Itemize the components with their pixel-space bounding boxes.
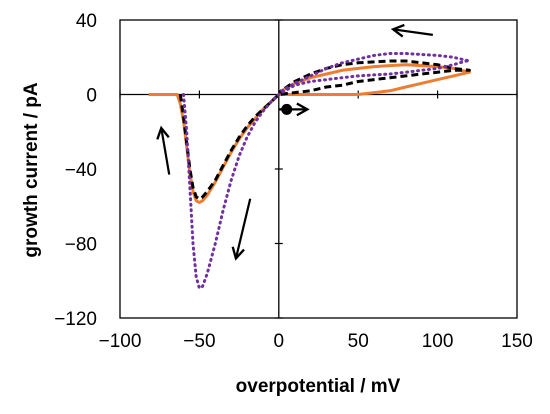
series-line-dotted (182, 52, 471, 290)
x-tick-label: 150 (501, 331, 533, 352)
series-line-dashed (178, 59, 471, 201)
x-tick-label: −50 (183, 331, 215, 352)
x-tick-label: 100 (422, 331, 454, 352)
plot-frame (119, 19, 518, 319)
tick-labels-group: −100 −50 0 50 100 150 −120 −80 −40 0 40 (54, 11, 533, 352)
direction-arrow-3 (161, 128, 171, 175)
x-tick-label: −100 (99, 331, 142, 352)
x-tick-label: 50 (348, 331, 369, 352)
y-tick-label: −40 (65, 160, 97, 181)
series-line-solid (148, 63, 471, 204)
series-group (148, 52, 471, 290)
y-tick-label: 40 (76, 11, 97, 32)
direction-arrow-2 (393, 29, 433, 35)
x-tick-label: 0 (274, 331, 285, 352)
y-tick-label: 0 (86, 86, 97, 107)
x-axis-title: overpotential / mV (236, 376, 401, 397)
y-axis-title: growth current / pA (21, 82, 42, 258)
direction-arrow-4 (236, 198, 252, 259)
start-point-dot (281, 103, 293, 115)
plot-frame-group (119, 19, 518, 319)
y-tick-label: −80 (65, 235, 97, 256)
annotation-arrows (161, 29, 433, 258)
y-tick-label: −120 (54, 309, 97, 330)
